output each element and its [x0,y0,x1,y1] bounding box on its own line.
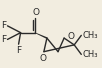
Text: F: F [1,35,6,44]
Text: F: F [16,46,21,55]
Text: O: O [67,32,74,41]
Text: O: O [39,54,46,63]
Text: F: F [1,21,6,30]
Polygon shape [35,32,48,39]
Text: O: O [32,8,39,17]
Text: CH₃: CH₃ [82,31,98,40]
Text: CH₃: CH₃ [82,50,98,59]
